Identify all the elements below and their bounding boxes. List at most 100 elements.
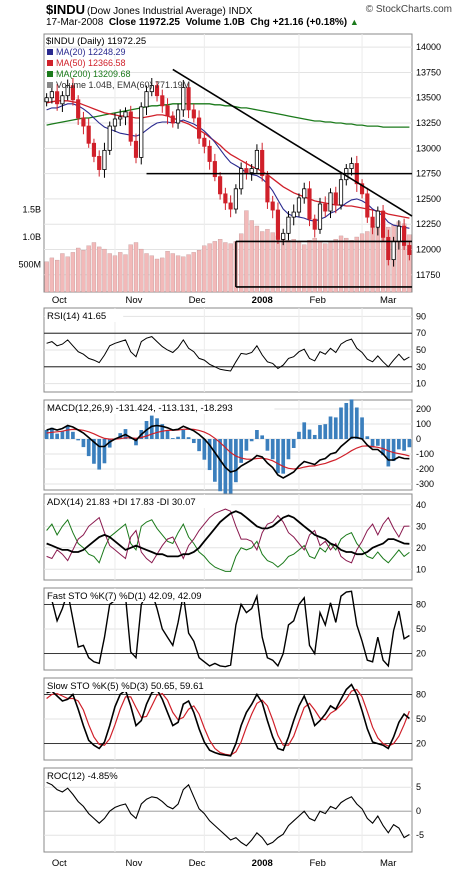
slow-sto-title: Slow STO %K(5) %D(3) 50.65, 59.61	[47, 681, 204, 692]
quote-line: 17-Mar-2008 Close 11972.25 Volume 1.0B C…	[46, 17, 359, 28]
rsi-tick-label: 30	[416, 362, 426, 372]
candle-body	[139, 106, 144, 158]
price-tick-label: 12500	[416, 194, 441, 204]
macd-histogram-bar	[360, 417, 364, 439]
roc-tick-label: -5	[416, 830, 424, 840]
volume-bar	[359, 233, 365, 293]
candle-body	[70, 85, 75, 101]
legend-entry: MA(50) 12366.58	[56, 58, 126, 68]
bottom-x-axis-label: Dec	[189, 858, 206, 869]
volume-bar	[254, 225, 260, 293]
volume-bar	[70, 252, 76, 293]
candle-body	[349, 163, 354, 169]
volume-bar	[207, 243, 212, 293]
candle-body	[76, 99, 81, 119]
macd-histogram-bar	[407, 439, 412, 448]
volume-bar	[323, 243, 328, 293]
candle-body	[49, 91, 54, 99]
candle-body	[370, 216, 375, 228]
macd-histogram-bar	[191, 439, 196, 444]
bottom-x-axis-label: Oct	[52, 858, 67, 869]
candle-body	[154, 85, 160, 97]
candle-body	[375, 210, 380, 228]
macd-histogram-bar	[165, 430, 170, 439]
macd-histogram-bar	[255, 430, 259, 439]
macd-histogram-bar	[44, 430, 49, 439]
volume-bar	[291, 239, 296, 293]
quote-change: Chg +21.16 (+0.18%)	[250, 17, 348, 28]
macd-histogram-bar	[249, 439, 254, 442]
roc-line	[46, 781, 410, 847]
volume-bar	[144, 253, 149, 293]
volume-bar	[139, 248, 144, 293]
candle-body	[212, 161, 217, 178]
candle-body	[191, 109, 196, 119]
candle-body	[391, 241, 396, 261]
volume-bar	[407, 234, 412, 293]
volume-bar	[281, 237, 286, 293]
macd-histogram-bar	[260, 435, 265, 439]
volume-tick-label: 500M	[18, 260, 41, 270]
macd-histogram-bar	[218, 439, 222, 492]
candle-body	[112, 118, 118, 127]
macd-histogram-bar	[223, 439, 228, 499]
volume-bar	[49, 257, 55, 293]
bottom-x-axis-label: Nov	[125, 858, 142, 869]
roc-tick-label: 0	[416, 806, 421, 816]
candle-body	[396, 225, 401, 242]
volume-bar	[107, 253, 112, 293]
volume-bar	[370, 225, 375, 293]
candle-body	[165, 105, 170, 117]
volume-bar	[212, 241, 218, 293]
volume-bar	[165, 251, 170, 293]
fast-sto-title-bg	[45, 589, 232, 602]
price-title: $INDU (Daily) 11972.25	[46, 36, 146, 47]
volume-bar	[81, 250, 86, 293]
candle-body	[202, 137, 207, 147]
candle-body	[333, 192, 338, 206]
candle-body	[81, 117, 86, 127]
macd-histogram-bar	[281, 439, 286, 474]
macd-histogram-bar	[76, 439, 81, 441]
macd-histogram-bar	[244, 439, 249, 451]
macd-tick-label: -200	[416, 464, 434, 474]
x-axis-label: Mar	[380, 295, 396, 306]
x-axis-label: 2008	[252, 295, 273, 306]
candle-body	[228, 202, 233, 210]
volume-bar	[333, 239, 338, 293]
price-tick-label: 12000	[416, 245, 441, 255]
volume-bar	[123, 254, 128, 293]
candle-body	[128, 111, 133, 142]
volume-bar	[365, 231, 370, 293]
volume-tick-label: 1.0B	[22, 232, 41, 242]
legend-entry: MA(20) 12248.29	[56, 47, 126, 57]
candle-body	[317, 203, 323, 230]
volume-bar	[91, 242, 97, 293]
volume-bar	[265, 229, 270, 293]
candle-body	[65, 85, 70, 97]
candle-body	[239, 168, 244, 190]
volume-bar	[217, 239, 223, 293]
candle-body	[265, 175, 270, 203]
volume-bar	[275, 235, 281, 293]
price-tick-label: 13000	[416, 143, 441, 153]
bottom-x-axis-label: Feb	[309, 858, 325, 869]
macd-histogram-bar	[302, 422, 307, 439]
macd-histogram-bar	[50, 427, 54, 439]
slow-sto-tick-label: 80	[416, 689, 426, 699]
bottom-x-axis-label: 2008	[252, 858, 273, 869]
slow-sto-tick-label: 20	[416, 739, 426, 749]
macd-histogram-bar	[228, 439, 233, 498]
macd-histogram-bar	[234, 439, 238, 483]
candle-body	[381, 210, 386, 238]
volume-bar	[175, 255, 181, 293]
quote-date: 17-Mar-2008	[46, 17, 104, 28]
candle-body	[312, 218, 317, 230]
candle-body	[144, 91, 149, 108]
volume-bar	[191, 252, 196, 293]
macd-histogram-bar	[349, 399, 354, 439]
volume-bar	[223, 242, 228, 293]
macd-histogram-bar	[328, 416, 333, 439]
volume-bar	[196, 250, 202, 293]
